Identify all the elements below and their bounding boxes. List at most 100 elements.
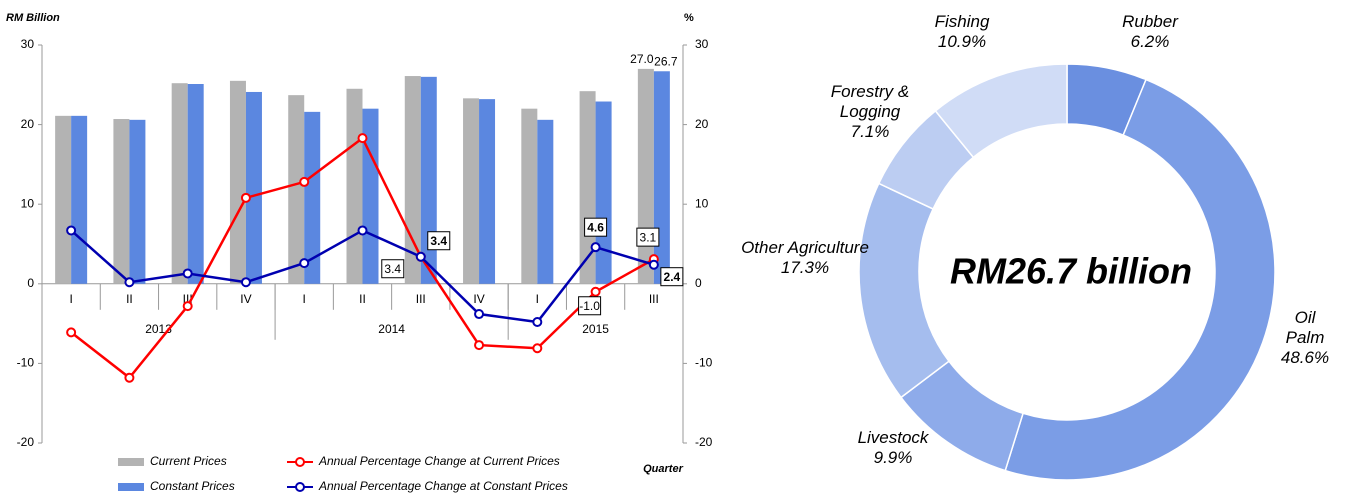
slice-value-label: 9.9% [873,448,913,467]
line-marker [124,372,135,383]
slice-value-label: 7.1% [850,122,890,141]
line-value-label: -1.0 [579,299,600,313]
line-marker [182,268,193,279]
bar [653,71,670,284]
bar [362,108,379,284]
y-tick-label: 30 [21,37,35,51]
value-label-box [660,267,684,287]
slice-label: Livestock [857,428,929,447]
slice-label: Oil Palm [1285,308,1325,347]
slice-value-label: 6.2% [1130,32,1170,51]
line-value-label: 3.4 [384,262,401,276]
x-tick-label: I [303,292,306,306]
bar-value-label: 26.7 [654,54,678,68]
legend-swatch [118,458,144,466]
line-marker [590,242,601,253]
donut-slice [858,182,950,399]
legend-label: Annual Percentage Change at Constant Pri… [318,479,568,493]
line-marker [299,258,310,269]
slice-value-label: 48.6% [1280,348,1330,367]
line-marker [240,192,251,203]
y-tick-label: 0 [27,276,34,290]
y-axis-title: RM Billion [6,12,60,24]
legend-label: Current Prices [150,454,227,468]
x-group-label: 2015 [582,322,609,336]
value-label-box [578,296,602,316]
y2-tick-label: 0 [695,276,702,290]
slice-label: Fishing [934,12,990,31]
x-tick-label: III [649,292,659,306]
bar [595,101,612,284]
y2-tick-label: -20 [695,435,713,449]
x-tick-label: I [69,292,72,306]
line-marker [357,225,368,236]
y2-tick-label: -10 [695,356,713,370]
bar [187,84,204,284]
value-label-box [427,231,451,251]
x-axis-title: Quarter [643,463,683,475]
bar [229,80,246,284]
bar [71,115,88,284]
line-marker [532,343,543,354]
y-tick-label: -10 [17,356,35,370]
bar [479,99,496,284]
x-tick-label: IV [240,292,251,306]
legend-marker [295,457,305,467]
bar [579,91,596,284]
slice-label: Other Agriculture [741,238,869,257]
bar [171,83,188,284]
value-label-box [381,259,405,279]
bar [55,115,72,284]
slice-label: Rubber [1122,12,1178,31]
line-value-label: 3.4 [430,234,447,248]
donut-slice [1004,78,1276,481]
line-marker [124,277,135,288]
bar [463,98,480,284]
y-tick-label: 20 [21,117,35,131]
bar [288,95,305,284]
slice-label: Forestry & Logging [830,82,910,121]
legend-label: Annual Percentage Change at Current Pric… [318,454,560,468]
legend-marker [295,482,305,492]
bar [113,119,130,284]
bar [521,108,538,284]
line-marker [66,225,77,236]
bar-value-label: 27.0 [630,52,654,66]
bar [245,91,262,284]
value-label-box [584,217,608,237]
bar [304,111,321,284]
line-marker [240,277,251,288]
line-marker [590,286,601,297]
bar [537,119,554,284]
legend-label: Constant Prices [150,479,235,493]
bar [129,119,146,284]
y2-tick-label: 30 [695,37,709,51]
line-value-label: 4.6 [587,220,604,234]
donut-center-label: RM26.7 billion [950,251,1192,292]
line-value-label: 3.1 [640,230,657,244]
line-marker [182,301,193,312]
bar [346,88,363,284]
donut-slice [934,63,1068,159]
legend-swatch [118,483,144,491]
line-marker [415,251,426,262]
slice-value-label: 17.3% [780,258,830,277]
line-marker [299,176,310,187]
x-tick-label: III [183,292,193,306]
line-marker [648,259,659,270]
line-marker [474,309,485,320]
x-tick-label: IV [473,292,484,306]
bar [637,68,654,284]
value-label-box [636,227,660,247]
line-value-label: 2.4 [664,270,681,284]
x-tick-label: III [416,292,426,306]
y-tick-label: 10 [21,196,35,210]
x-tick-label: I [536,292,539,306]
x-tick-label: II [126,292,133,306]
line-marker [66,327,77,338]
slice-value-label: 10.9% [937,32,987,51]
line-marker [532,317,543,328]
y2-tick-label: 20 [695,117,709,131]
